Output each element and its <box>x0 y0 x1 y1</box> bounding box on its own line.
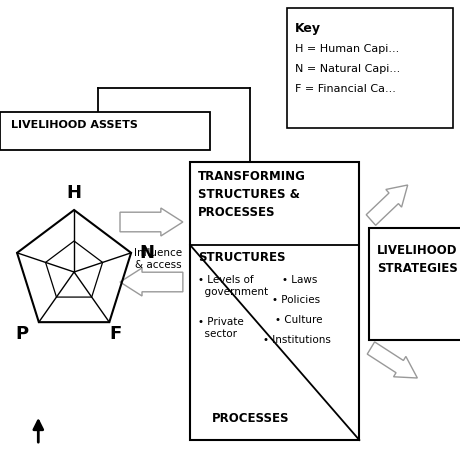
Polygon shape <box>367 342 417 378</box>
Text: P: P <box>16 325 28 343</box>
Text: LIVELIHOOD ASSETS: LIVELIHOOD ASSETS <box>11 120 138 130</box>
Text: F = Financial Ca...: F = Financial Ca... <box>294 84 395 94</box>
Text: • Laws: • Laws <box>282 275 318 285</box>
Text: • Culture: • Culture <box>275 315 323 325</box>
Polygon shape <box>120 208 183 236</box>
Text: • Levels of
  government: • Levels of government <box>198 275 268 297</box>
Text: N = Natural Capi...: N = Natural Capi... <box>294 64 400 74</box>
Bar <box>0 112 210 150</box>
Polygon shape <box>120 268 183 296</box>
Polygon shape <box>366 185 408 225</box>
Text: • Institutions: • Institutions <box>263 335 330 345</box>
Text: Influence
& access: Influence & access <box>134 248 182 270</box>
Text: PROCESSES: PROCESSES <box>211 412 289 425</box>
Bar <box>287 8 453 128</box>
Text: F: F <box>110 325 122 343</box>
Text: Key: Key <box>294 22 320 35</box>
Text: STRUCTURES: STRUCTURES <box>198 251 285 264</box>
Text: • Private
  sector: • Private sector <box>198 317 244 339</box>
Text: • Policies: • Policies <box>272 295 320 305</box>
Text: TRANSFORMING
STRUCTURES &
PROCESSES: TRANSFORMING STRUCTURES & PROCESSES <box>198 170 306 219</box>
Text: H: H <box>66 184 82 202</box>
Bar <box>190 162 359 440</box>
Text: LIVELIHOOD
STRATEGIES: LIVELIHOOD STRATEGIES <box>377 244 457 275</box>
Text: N: N <box>140 245 155 263</box>
Text: H = Human Capi...: H = Human Capi... <box>294 44 399 54</box>
Bar <box>369 228 462 340</box>
